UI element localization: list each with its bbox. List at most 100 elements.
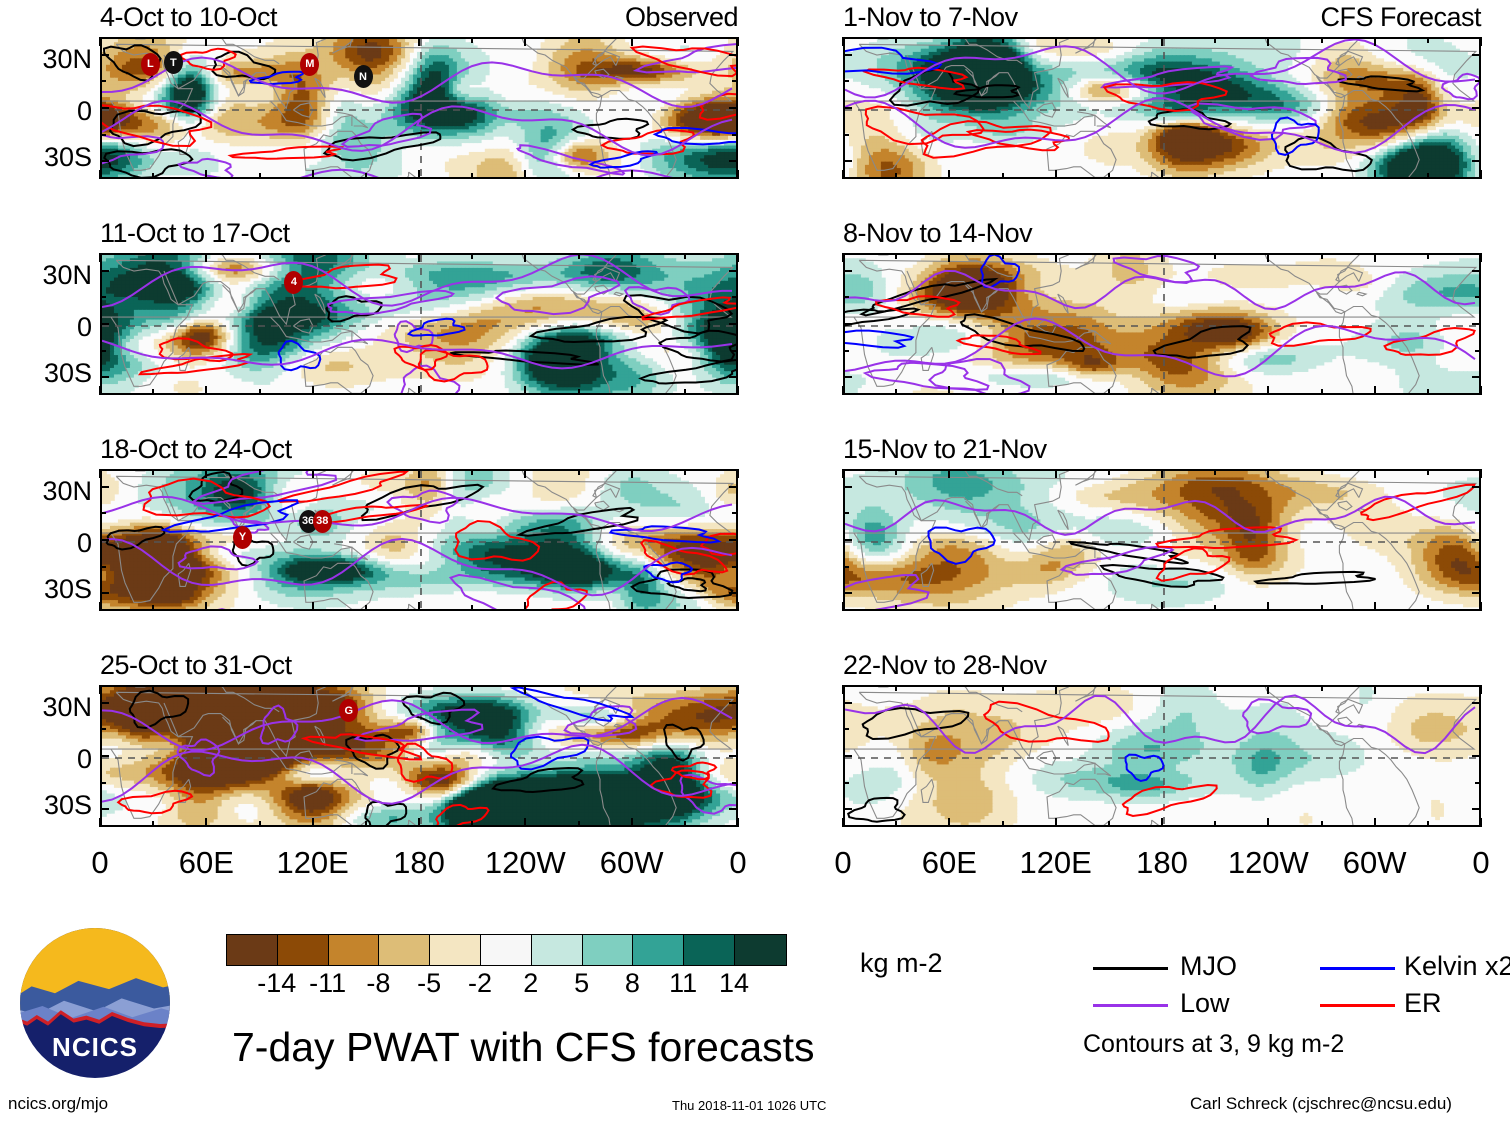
axis-tick xyxy=(948,170,951,179)
axis-tick xyxy=(1161,818,1163,827)
axis-tick xyxy=(1054,602,1057,611)
axis-tick xyxy=(1320,389,1323,395)
axis-tick xyxy=(205,818,208,827)
axis-tick xyxy=(418,386,420,395)
axis-tick xyxy=(843,376,852,379)
storm-marker-4: 4 xyxy=(284,270,304,294)
axis-tick xyxy=(729,160,738,163)
axis-tick xyxy=(729,269,738,272)
colorbar-swatch-7 xyxy=(582,935,634,965)
map-panel-forecast-1[interactable] xyxy=(843,37,1481,179)
ylabel-0-row4: 0 xyxy=(0,744,92,775)
ncics-logo: NCICS xyxy=(20,928,170,1078)
axis-tick xyxy=(1107,37,1110,43)
axis-tick xyxy=(1426,605,1429,611)
axis-tick xyxy=(1001,173,1004,179)
axis-tick xyxy=(843,512,849,515)
axis-tick xyxy=(364,173,367,179)
axis-tick xyxy=(1054,170,1057,179)
x-tick-label-60e: 60E xyxy=(889,845,1009,881)
ylabel-30n-row1: 30N xyxy=(0,44,92,75)
ylabel-0-row3: 0 xyxy=(0,528,92,559)
storm-symbol xyxy=(163,51,183,75)
storm-marker-n: N xyxy=(353,65,373,89)
axis-tick xyxy=(1107,173,1110,179)
axis-tick xyxy=(895,253,898,259)
axis-tick xyxy=(842,602,844,611)
axis-tick xyxy=(630,37,633,46)
map-panel-observed-2[interactable]: 4 xyxy=(100,253,738,395)
axis-tick xyxy=(732,565,738,568)
axis-tick xyxy=(524,685,527,694)
x-tick-label-180: 180 xyxy=(359,845,479,881)
axis-tick xyxy=(1475,728,1481,731)
footer-left[interactable]: ncics.org/mjo xyxy=(8,1094,108,1114)
axis-tick xyxy=(729,701,738,704)
map-panel-observed-4[interactable]: G xyxy=(100,685,738,827)
axis-tick xyxy=(1267,469,1270,478)
map-panel-forecast-4[interactable] xyxy=(843,685,1481,827)
axis-tick xyxy=(1001,821,1004,827)
axis-tick xyxy=(1054,253,1057,262)
axis-tick xyxy=(948,37,951,46)
x-tick-label-60e: 60E xyxy=(146,845,266,881)
storm-marker-38: 38 xyxy=(312,509,332,533)
axis-tick xyxy=(99,818,101,827)
axis-tick xyxy=(205,469,208,478)
ylabel-30s-row1: 30S xyxy=(0,142,92,173)
axis-tick xyxy=(1320,173,1323,179)
legend-swatch-mjo xyxy=(1093,967,1168,970)
axis-tick xyxy=(1320,605,1323,611)
panel-title-right-3: 15-Nov to 21-Nov xyxy=(843,434,1047,465)
axis-tick xyxy=(418,818,420,827)
colorbar-swatch-2 xyxy=(328,935,380,965)
axis-tick xyxy=(1320,821,1323,827)
axis-tick xyxy=(258,605,261,611)
axis-tick xyxy=(1320,37,1323,43)
x-tick-label-120e: 120E xyxy=(996,845,1116,881)
panel-title-left-1: 4-Oct to 10-Oct xyxy=(100,2,278,33)
axis-tick xyxy=(1214,173,1217,179)
axis-tick xyxy=(99,253,101,262)
map-panel-forecast-3[interactable] xyxy=(843,469,1481,611)
axis-tick xyxy=(471,389,474,395)
axis-tick xyxy=(1161,170,1163,179)
axis-tick xyxy=(471,469,474,475)
axis-tick xyxy=(842,386,844,395)
axis-tick xyxy=(1320,469,1323,475)
axis-tick xyxy=(1426,821,1429,827)
axis-tick xyxy=(418,602,420,611)
axis-tick xyxy=(524,170,527,179)
axis-tick xyxy=(1267,170,1270,179)
footer-right[interactable]: Carl Schreck (cjschrec@ncsu.edu) xyxy=(1190,1094,1452,1114)
axis-tick xyxy=(737,685,739,694)
x-tick-label-0: 0 xyxy=(1421,845,1510,881)
axis-tick xyxy=(843,269,852,272)
storm-marker-g: G xyxy=(339,699,359,723)
axis-tick xyxy=(1475,133,1481,136)
axis-tick xyxy=(100,808,109,811)
axis-tick xyxy=(895,37,898,43)
axis-tick xyxy=(577,469,580,475)
map-panel-observed-3[interactable]: Y 36 38 xyxy=(100,469,738,611)
colorbar[interactable] xyxy=(226,934,787,966)
axis-tick xyxy=(152,469,155,475)
storm-symbol xyxy=(353,65,373,89)
axis-tick xyxy=(1214,37,1217,43)
axis-tick xyxy=(729,323,738,325)
axis-tick xyxy=(1267,253,1270,262)
ylabel-30s-row4: 30S xyxy=(0,790,92,821)
ylabel-30n-row2: 30N xyxy=(0,260,92,291)
axis-tick xyxy=(1054,386,1057,395)
axis-tick xyxy=(683,389,686,395)
axis-tick xyxy=(1472,107,1481,109)
axis-tick xyxy=(1426,389,1429,395)
axis-tick xyxy=(1475,781,1481,784)
axis-tick xyxy=(630,602,633,611)
colorbar-tick-neg14: -14 xyxy=(237,968,317,999)
axis-tick xyxy=(843,755,852,757)
map-panel-forecast-2[interactable] xyxy=(843,253,1481,395)
column-header-forecast: CFS Forecast xyxy=(1181,2,1481,33)
axis-tick xyxy=(1054,469,1057,478)
